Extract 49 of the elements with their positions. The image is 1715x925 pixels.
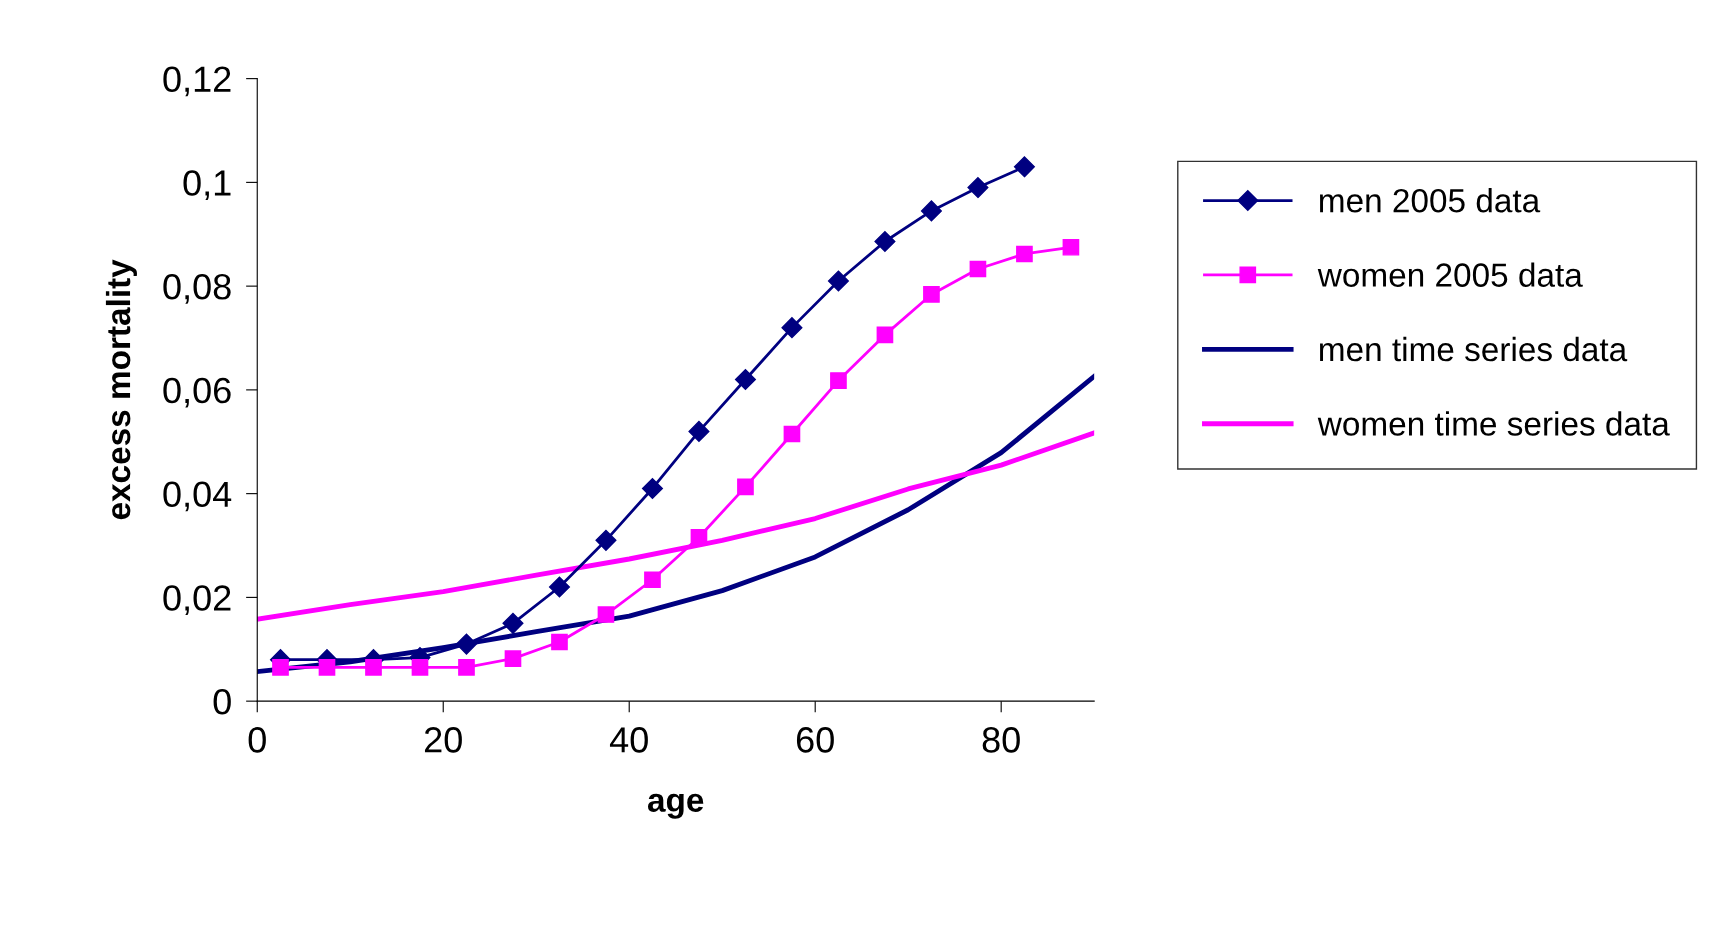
point [641, 477, 663, 499]
point [504, 650, 522, 667]
x-tick-label: 40 [609, 727, 648, 753]
point [455, 633, 477, 655]
y-tick-label: 0,04 [163, 481, 232, 512]
point [318, 659, 336, 676]
legend-label: men time series data [1320, 336, 1628, 362]
point [272, 659, 289, 676]
point [411, 659, 429, 676]
y-tick-label: 0,06 [163, 377, 231, 408]
point [734, 368, 756, 391]
legend-label: women time series data [1317, 411, 1670, 436]
x-tick-label: 80 [982, 727, 1020, 753]
point [781, 317, 803, 339]
x-axis-title: age [647, 793, 704, 819]
point [595, 529, 617, 551]
y-axis-title: excess mortality [105, 259, 137, 520]
point [783, 425, 801, 443]
point [874, 231, 896, 253]
point [551, 633, 568, 651]
point [1016, 245, 1033, 263]
point [876, 326, 894, 344]
point [1013, 156, 1035, 178]
point [920, 200, 942, 222]
point [548, 576, 570, 598]
point [969, 260, 987, 278]
point [644, 571, 661, 589]
point [690, 528, 708, 546]
y-tick-label: 0,08 [163, 274, 231, 304]
legend-label: men 2005 data [1320, 188, 1541, 213]
point [502, 612, 524, 634]
y-tick-label: 0,12 [163, 66, 231, 97]
point [830, 372, 847, 389]
x-tick-label: 0 [248, 727, 266, 753]
x-tick-label: 20 [424, 727, 462, 753]
x-tick-label: 60 [796, 727, 834, 753]
point [923, 286, 940, 303]
point [688, 420, 710, 442]
point [365, 659, 382, 676]
point [827, 270, 849, 292]
y-tick-label: 0,02 [163, 585, 231, 616]
point [737, 478, 754, 496]
legend-label: women 2005 data [1317, 262, 1583, 287]
y-tick-label: 0,1 [183, 170, 231, 201]
point [458, 659, 475, 676]
point [967, 177, 989, 199]
point [597, 606, 615, 623]
point [1062, 238, 1080, 256]
y-tick-label: 0 [213, 689, 231, 715]
